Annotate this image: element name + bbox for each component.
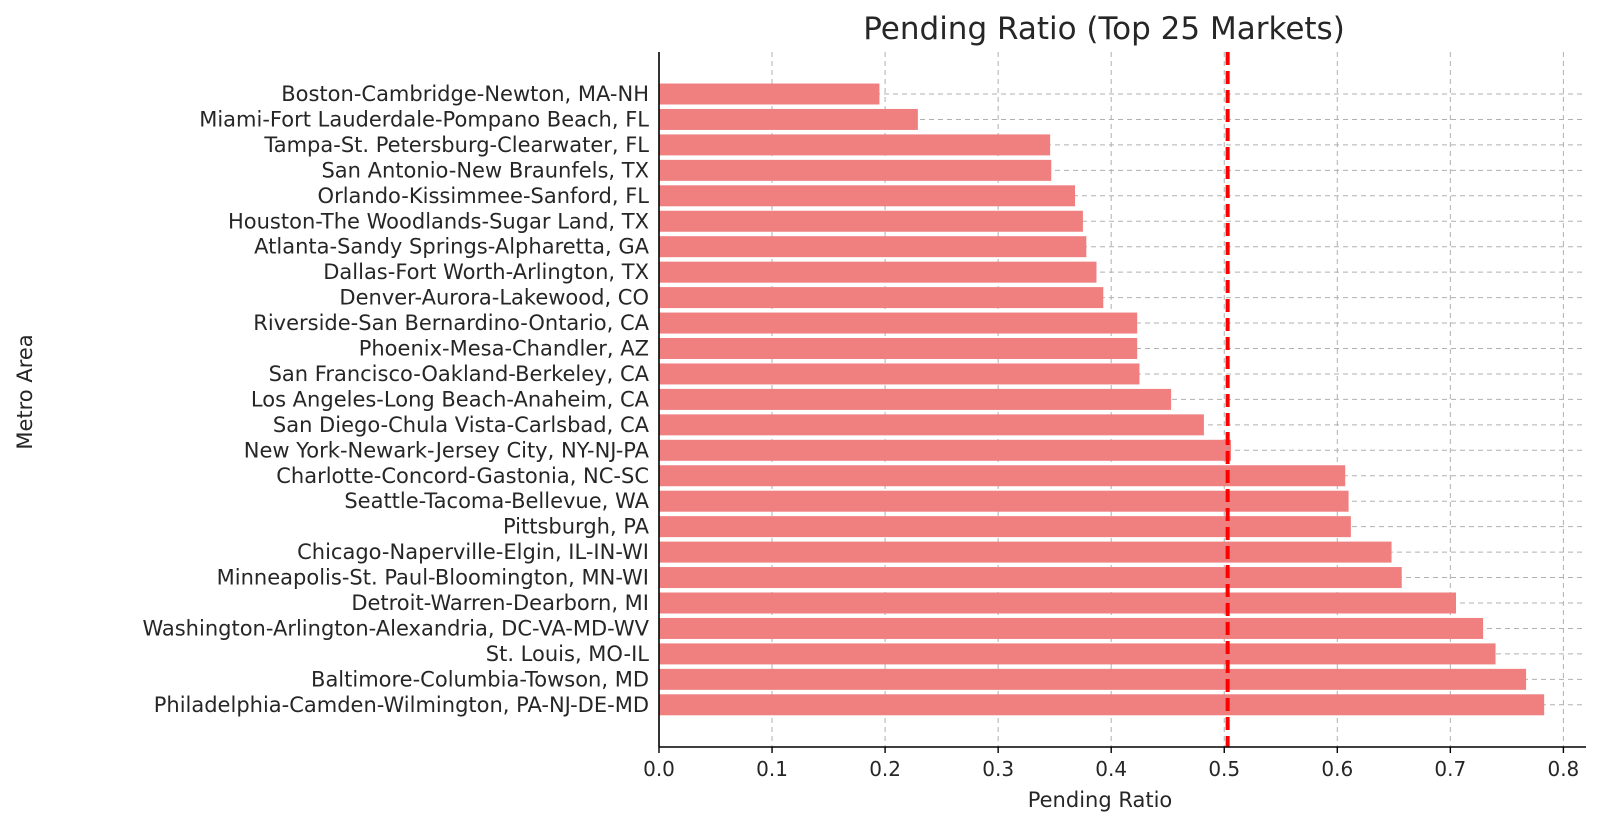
category-label: Boston-Cambridge-Newton, MA-NH — [281, 82, 649, 106]
bar — [659, 694, 1545, 716]
x-tick-label: 0.1 — [756, 757, 788, 781]
category-label: Tampa-St. Petersburg-Clearwater, FL — [263, 133, 649, 157]
bar — [659, 312, 1138, 334]
category-label: Orlando-Kissimmee-Sanford, FL — [318, 184, 650, 208]
bar — [659, 363, 1140, 385]
bar — [659, 134, 1051, 156]
bar — [659, 83, 880, 105]
bar — [659, 185, 1076, 207]
category-label: Detroit-Warren-Dearborn, MI — [351, 591, 649, 615]
bar — [659, 516, 1351, 538]
category-label: Minneapolis-St. Paul-Bloomington, MN-WI — [217, 566, 649, 590]
bar — [659, 159, 1052, 181]
x-tick-label: 0.0 — [643, 757, 675, 781]
category-label: New York-Newark-Jersey City, NY-NJ-PA — [244, 438, 650, 462]
category-label: Phoenix-Mesa-Chandler, AZ — [359, 337, 649, 361]
bar — [659, 338, 1138, 359]
x-tick-label: 0.2 — [869, 757, 901, 781]
category-label: San Diego-Chula Vista-Carlsbad, CA — [273, 413, 650, 437]
category-label: Miami-Fort Lauderdale-Pompano Beach, FL — [199, 107, 649, 131]
category-label: Charlotte-Concord-Gastonia, NC-SC — [276, 464, 649, 488]
bar — [659, 490, 1349, 512]
category-label: Riverside-San Bernardino-Ontario, CA — [253, 311, 649, 335]
category-label: Philadelphia-Camden-Wilmington, PA-NJ-DE… — [154, 693, 649, 717]
category-label: Houston-The Woodlands-Sugar Land, TX — [228, 209, 649, 233]
x-tick-label: 0.5 — [1208, 757, 1240, 781]
category-label: Los Angeles-Long Beach-Anaheim, CA — [251, 387, 650, 411]
bar — [659, 668, 1527, 690]
category-label: Pittsburgh, PA — [503, 515, 650, 539]
x-axis-ticks: 0.0 0.1 0.2 0.3 0.4 0.5 0.6 0.7 0.8 — [643, 747, 1579, 781]
bar — [659, 541, 1392, 563]
bar — [659, 287, 1104, 309]
bar — [659, 210, 1083, 232]
bar — [659, 617, 1484, 639]
y-axis-title: Metro Area — [13, 334, 37, 449]
category-label: Denver-Aurora-Lakewood, CO — [339, 286, 649, 310]
category-label: Dallas-Fort Worth-Arlington, TX — [323, 260, 649, 284]
bar — [659, 465, 1346, 487]
bar — [659, 236, 1087, 258]
bar — [659, 108, 918, 130]
category-label: San Antonio-New Braunfels, TX — [321, 158, 649, 182]
chart-title: Pending Ratio (Top 25 Markets) — [863, 11, 1345, 47]
category-label: Baltimore-Columbia-Towson, MD — [311, 667, 649, 691]
category-label: San Francisco-Oakland-Berkeley, CA — [269, 362, 650, 386]
x-tick-label: 0.8 — [1547, 757, 1579, 781]
x-axis-title: Pending Ratio — [1028, 788, 1173, 812]
x-tick-label: 0.3 — [982, 757, 1014, 781]
category-label: Seattle-Tacoma-Bellevue, WA — [344, 489, 649, 513]
category-label: Chicago-Naperville-Elgin, IL-IN-WI — [297, 540, 649, 564]
bar — [659, 439, 1232, 461]
bar — [659, 414, 1204, 436]
category-label: St. Louis, MO-IL — [486, 642, 650, 666]
bar — [659, 567, 1402, 589]
bar — [659, 388, 1172, 410]
category-label: Washington-Arlington-Alexandria, DC-VA-M… — [142, 616, 649, 640]
category-label: Atlanta-Sandy Springs-Alpharetta, GA — [254, 235, 649, 259]
bar — [659, 643, 1496, 665]
category-labels: Boston-Cambridge-Newton, MA-NHMiami-Fort… — [142, 82, 649, 717]
bars — [659, 83, 1545, 716]
bar — [659, 261, 1097, 283]
x-tick-label: 0.4 — [1095, 757, 1127, 781]
x-tick-label: 0.7 — [1434, 757, 1466, 781]
x-tick-label: 0.6 — [1321, 757, 1353, 781]
bar — [659, 592, 1456, 614]
